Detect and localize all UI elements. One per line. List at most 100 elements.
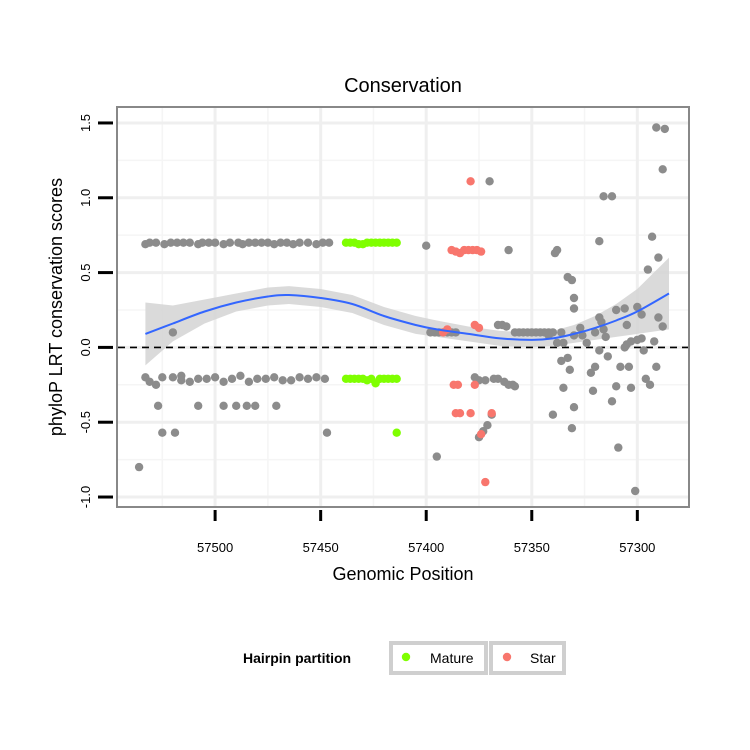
point-other <box>153 401 163 410</box>
point-other <box>652 123 661 132</box>
point-star <box>470 380 479 389</box>
point-other <box>286 376 296 385</box>
point-mature <box>392 428 401 437</box>
point-other <box>303 238 313 247</box>
point-other <box>658 322 667 331</box>
point-other <box>616 362 625 371</box>
point-other <box>257 238 266 247</box>
point-other <box>219 401 228 410</box>
point-star <box>481 477 490 487</box>
point-other <box>633 302 642 312</box>
point-other <box>244 238 254 247</box>
grid <box>118 108 688 506</box>
point-other <box>631 486 640 496</box>
point-other <box>588 386 598 395</box>
point-other <box>544 331 553 340</box>
point-other <box>563 353 572 363</box>
point-other <box>151 380 161 389</box>
point-other <box>612 305 621 315</box>
point-other <box>557 328 566 337</box>
point-other <box>620 304 629 313</box>
point-other <box>145 238 154 247</box>
point-star <box>487 409 496 418</box>
point-other <box>559 338 568 348</box>
point-other <box>626 337 636 346</box>
point-other <box>569 304 579 313</box>
point-other <box>647 232 657 241</box>
point-other <box>595 346 604 355</box>
point-other <box>603 352 612 361</box>
point-star <box>466 409 475 418</box>
point-other <box>612 382 621 391</box>
smooth-line <box>145 292 670 341</box>
point-other <box>172 238 182 247</box>
point-other <box>134 462 144 472</box>
x-tick-label: 57350 <box>514 540 550 555</box>
point-other <box>210 373 220 382</box>
point-other <box>210 238 220 247</box>
point-other <box>185 377 194 386</box>
point-other <box>177 376 186 385</box>
point-other <box>510 382 520 391</box>
point-other <box>225 238 235 247</box>
point-other <box>179 238 188 247</box>
point-other <box>481 376 490 385</box>
point-star <box>476 430 486 439</box>
y-tick-label: 0.0 <box>78 338 93 356</box>
point-other <box>607 192 617 201</box>
point-other <box>270 373 279 382</box>
point-other <box>263 238 273 247</box>
point-other <box>643 265 653 274</box>
point-star <box>466 177 475 186</box>
x-tick-label: 57500 <box>197 540 233 555</box>
point-other <box>599 192 608 201</box>
point-other <box>599 325 608 334</box>
y-tick-label: -1.0 <box>78 486 93 508</box>
chart-title: Conservation <box>344 75 462 97</box>
y-axis-title: phyloP LRT conservation scores <box>46 178 66 436</box>
legend-key-mature <box>401 652 411 662</box>
point-other <box>227 374 237 383</box>
point-other <box>637 310 646 319</box>
point-other <box>170 428 180 437</box>
point-other <box>569 293 579 303</box>
point-other <box>236 371 245 380</box>
point-other <box>422 241 431 250</box>
point-star <box>476 247 486 256</box>
point-other <box>151 238 161 247</box>
point-other <box>567 424 577 433</box>
point-other <box>548 410 558 419</box>
legend-title: Hairpin partition <box>243 650 351 666</box>
point-other <box>586 368 596 377</box>
legend-item-star <box>489 641 566 675</box>
point-other <box>270 240 279 249</box>
point-star <box>453 380 463 389</box>
point-other <box>185 238 194 247</box>
y-tick-label: 1.0 <box>78 189 93 207</box>
point-other <box>251 401 260 410</box>
confidence-band <box>145 257 669 366</box>
point-mature <box>392 238 401 247</box>
point-other <box>650 337 659 346</box>
point-other <box>204 238 213 247</box>
point-other <box>660 124 669 134</box>
point-other <box>504 245 513 255</box>
point-other <box>158 428 167 437</box>
point-mature <box>392 374 401 383</box>
point-other <box>251 238 260 247</box>
point-other <box>569 403 579 412</box>
smooth-layer <box>145 292 670 341</box>
point-other <box>320 374 330 383</box>
point-other <box>272 401 281 410</box>
point-other <box>654 253 663 262</box>
point-other <box>168 373 178 382</box>
point-other <box>282 238 292 247</box>
point-other <box>493 374 503 383</box>
point-other <box>626 383 636 392</box>
point-other <box>595 237 604 246</box>
point-other <box>219 240 228 249</box>
point-other <box>552 245 562 255</box>
point-other <box>620 343 629 352</box>
point-other <box>614 443 623 452</box>
point-other <box>244 377 254 386</box>
